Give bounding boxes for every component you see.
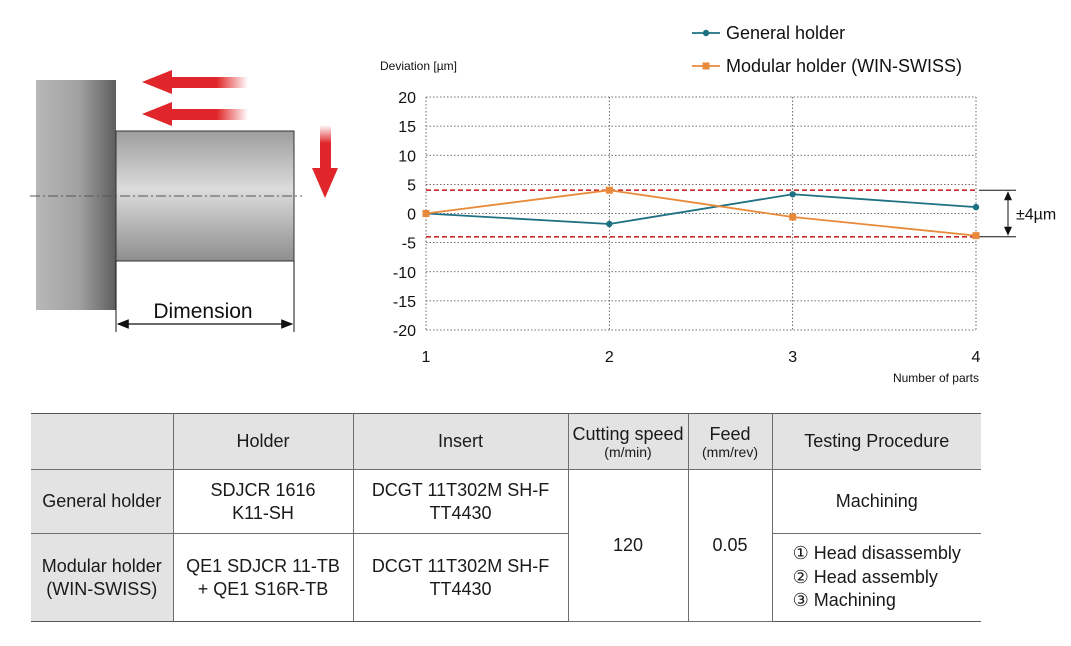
tolerance-band-label: ±4µm: [1016, 207, 1056, 224]
holder-modular-line1: QE1 SDJCR 11-TB: [186, 556, 340, 576]
x-tick-label: 4: [972, 349, 981, 366]
x-tick-label: 1: [422, 349, 431, 366]
insert-modular-line2: TT4430: [429, 578, 492, 599]
feed-arrow-lower: [142, 102, 248, 126]
deviation-chart: Deviation [µm] Number of parts ±4µm 2015…: [380, 23, 1056, 385]
header-cutting-speed: Cutting speed (m/min): [567, 413, 689, 470]
header-feed-unit: (mm/rev): [702, 444, 758, 461]
chart-series: [422, 186, 980, 240]
row-name-general: General holder: [31, 469, 174, 534]
y-tick-label: -20: [393, 323, 416, 340]
header-feed: Feed (mm/rev): [687, 413, 773, 470]
band-arrow-down: [1004, 226, 1012, 236]
row-name-modular: Modular holder (WIN-SWISS): [31, 533, 174, 622]
header-cutting-speed-label: Cutting speed: [572, 423, 684, 444]
cell-holder-modular: QE1 SDJCR 11-TB + QE1 S16R-TB: [172, 533, 354, 622]
x-tick-label: 3: [788, 349, 797, 366]
holder-modular-line2: + QE1 S16R-TB: [197, 578, 329, 599]
data-point: [972, 203, 980, 211]
dimension-label: Dimension: [153, 300, 252, 323]
header-blank: [31, 413, 174, 470]
cell-procedure-modular: ① Head disassembly ② Head assembly ③ Mac…: [771, 533, 981, 622]
series-line: [425, 189, 977, 237]
header-procedure: Testing Procedure: [771, 413, 981, 470]
data-point: [606, 220, 613, 228]
header-cutting-speed-unit: (m/min): [604, 444, 652, 461]
header-holder: Holder: [172, 413, 354, 470]
table-row: General holder SDJCR 1616 K11-SH DCGT 11…: [31, 469, 981, 622]
cell-procedure-general: Machining: [771, 469, 981, 534]
data-point: [605, 186, 613, 194]
data-point: [422, 210, 430, 217]
chart-ticks: 20 15 10 5 0 -5 -10 -15 -20 1 2 3 4: [393, 90, 981, 366]
data-point: [972, 232, 980, 240]
feed-arrow-upper: [142, 70, 248, 94]
insert-modular-line1: DCGT 11T302M SH-F: [371, 556, 550, 576]
legend-label: General holder: [726, 23, 845, 43]
data-point: [789, 191, 796, 198]
insert-general-line2: TT4430: [429, 502, 492, 523]
header-insert: Insert: [352, 413, 569, 470]
data-point: [789, 213, 797, 221]
x-axis-label: Number of parts: [893, 371, 979, 385]
header-feed-label: Feed: [709, 423, 751, 444]
tolerance-band: ±4µm: [426, 189, 1056, 238]
cell-insert-general: DCGT 11T302M SH-F TT4430: [352, 469, 569, 534]
x-tick-label: 2: [605, 349, 614, 366]
row-name-modular-line1: Modular holder: [41, 556, 162, 576]
y-tick-label: -10: [393, 265, 416, 282]
legend-marker: [702, 62, 710, 70]
legend-marker: [702, 29, 710, 37]
y-tick-label: 0: [407, 207, 416, 224]
y-tick-label: 15: [398, 119, 416, 136]
cell-feed: 0.05: [687, 469, 773, 622]
procedure-step: ③ Machining: [792, 590, 896, 611]
series-line: [425, 193, 977, 225]
y-tick-label: -15: [393, 294, 416, 311]
row-name-modular-line2: (WIN-SWISS): [46, 578, 158, 599]
procedure-step: ① Head disassembly: [792, 543, 961, 564]
cell-holder-general: SDJCR 1616 K11-SH: [172, 469, 354, 534]
table-header-row: Holder Insert Cutting speed (m/min) Feed…: [31, 413, 981, 470]
y-tick-label: 10: [398, 148, 416, 165]
cell-insert-modular: DCGT 11T302M SH-F TT4430: [352, 533, 569, 622]
table-row: Modular holder (WIN-SWISS) QE1 SDJCR 11-…: [31, 533, 981, 622]
y-tick-label: 20: [398, 90, 416, 107]
feed-arrow-down: [312, 125, 338, 198]
y-tick-label: 5: [407, 177, 416, 194]
legend-label: Modular holder (WIN-SWISS): [726, 56, 962, 76]
chart-grid: [425, 96, 977, 331]
chuck: [36, 80, 116, 310]
cell-cutting-speed: 120: [567, 469, 689, 622]
procedure-step: ② Head assembly: [792, 566, 938, 587]
holder-general-line2: K11-SH: [232, 502, 294, 523]
band-arrow-up: [1004, 191, 1012, 201]
spec-table: Holder Insert Cutting speed (m/min) Feed…: [31, 413, 981, 622]
workpiece-diagram: Dimension: [30, 70, 338, 332]
y-tick-label: -5: [402, 236, 416, 253]
holder-general-line1: SDJCR 1616: [210, 480, 316, 500]
y-axis-label: Deviation [µm]: [380, 59, 457, 73]
chart-legend: General holder Modular holder (WIN-SWISS): [692, 23, 962, 76]
insert-general-line1: DCGT 11T302M SH-F: [371, 480, 550, 500]
